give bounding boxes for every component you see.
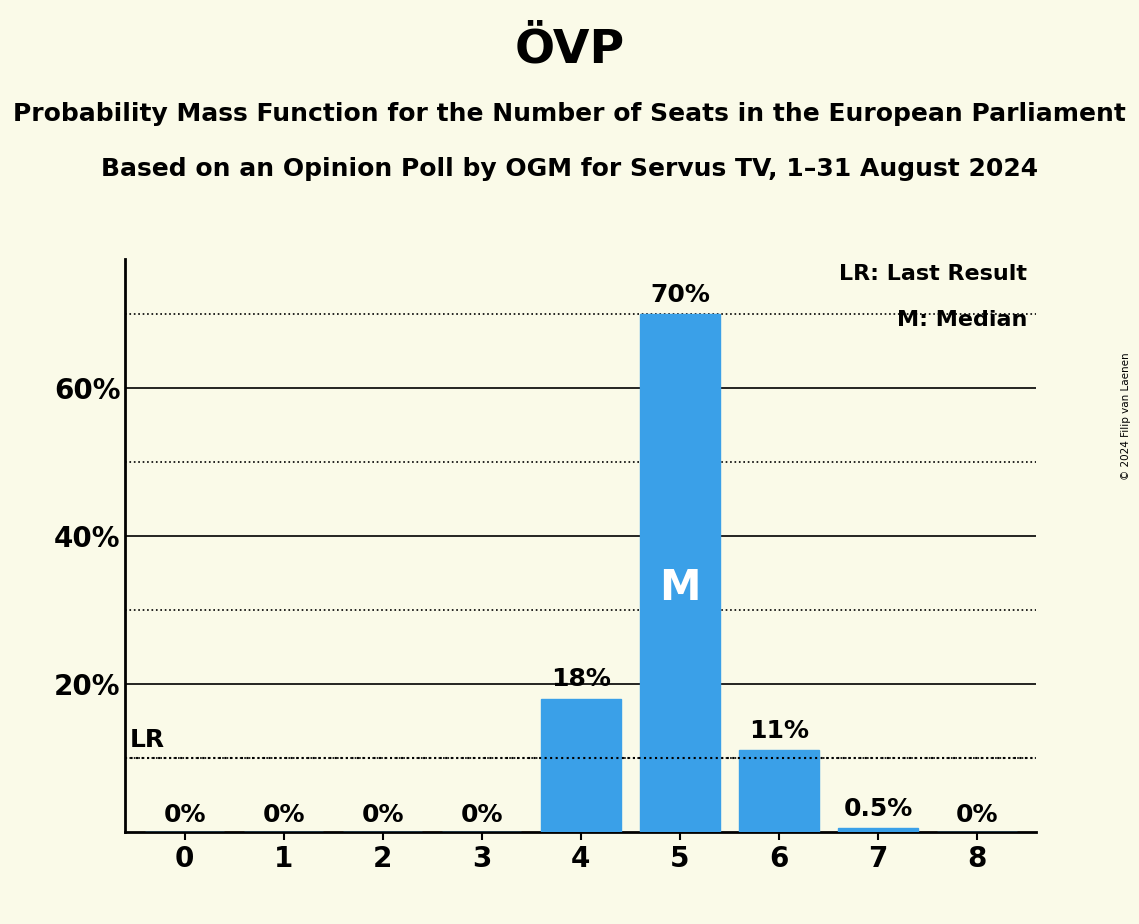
Text: 0%: 0% [164, 803, 206, 827]
Bar [640, 314, 720, 832]
Text: Probability Mass Function for the Number of Seats in the European Parliament: Probability Mass Function for the Number… [13, 102, 1126, 126]
Bar [739, 750, 819, 832]
Text: M: Median: M: Median [898, 310, 1027, 330]
Text: 0%: 0% [460, 803, 503, 827]
Text: ÖVP: ÖVP [515, 28, 624, 73]
Text: LR: LR [130, 728, 165, 752]
Text: 70%: 70% [650, 283, 710, 307]
Bar [541, 699, 621, 832]
Text: Based on an Opinion Poll by OGM for Servus TV, 1–31 August 2024: Based on an Opinion Poll by OGM for Serv… [101, 157, 1038, 181]
Text: M: M [659, 567, 700, 610]
Text: 11%: 11% [749, 719, 809, 743]
Text: 0%: 0% [956, 803, 998, 827]
Text: 0.5%: 0.5% [843, 796, 912, 821]
Text: 0%: 0% [361, 803, 404, 827]
Text: LR: Last Result: LR: Last Result [839, 264, 1027, 285]
Text: © 2024 Filip van Laenen: © 2024 Filip van Laenen [1121, 352, 1131, 480]
Text: 18%: 18% [551, 667, 611, 691]
Bar [838, 828, 918, 832]
Text: 0%: 0% [262, 803, 305, 827]
